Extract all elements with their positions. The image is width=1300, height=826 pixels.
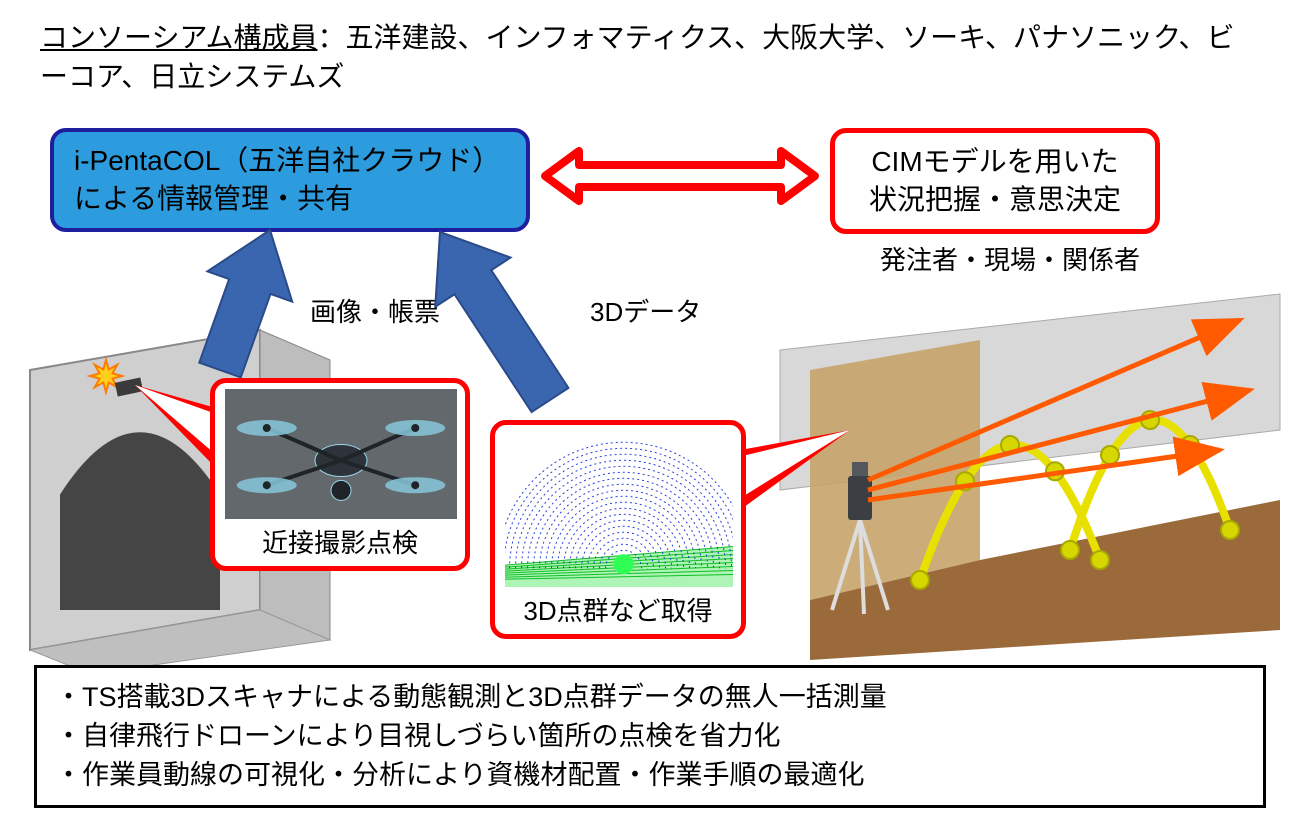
summary-line-2: ・自律飛行ドローンにより目視しづらい箇所の点検を省力化 bbox=[55, 717, 1245, 756]
summary-line-3: ・作業員動線の可視化・分析により資機材配置・作業手順の最適化 bbox=[55, 756, 1245, 795]
pointcloud-callout: 3D点群など取得 bbox=[490, 420, 746, 639]
pointcloud-image bbox=[505, 431, 733, 587]
summary-box: ・TS搭載3Dスキャナによる動態観測と3D点群データの無人一括測量 ・自律飛行ド… bbox=[34, 665, 1266, 808]
drone-image bbox=[225, 389, 457, 519]
drone-callout: 近接撮影点検 bbox=[210, 378, 470, 571]
drone-callout-label: 近接撮影点検 bbox=[225, 523, 455, 560]
pointcloud-callout-label: 3D点群など取得 bbox=[505, 591, 731, 628]
summary-line-1: ・TS搭載3Dスキャナによる動態観測と3D点群データの無人一括測量 bbox=[55, 678, 1245, 717]
